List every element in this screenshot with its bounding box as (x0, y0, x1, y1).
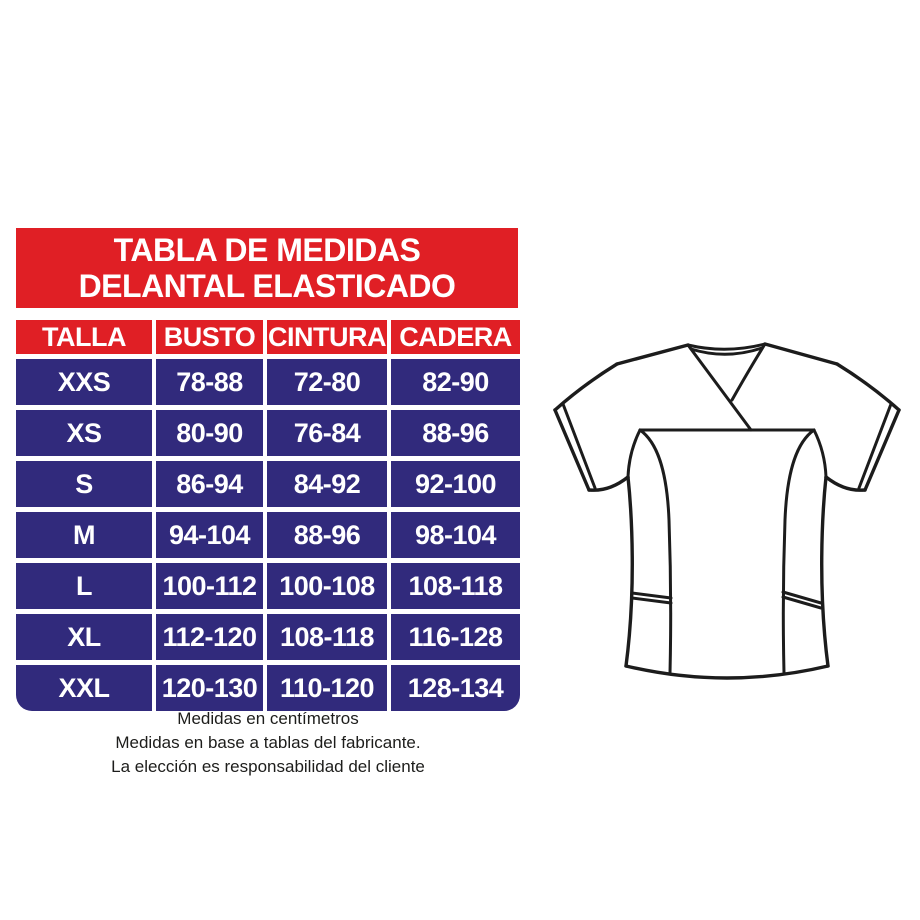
footnote-units: Medidas en centímetros (177, 709, 359, 728)
title-line-2: DELANTAL ELASTICADO (78, 268, 456, 304)
cell-size-xxl: XXL (16, 665, 152, 711)
footnote-disclaimer: La elección es responsabilidad del clien… (111, 757, 425, 776)
right-pocket-bottom-line (781, 595, 823, 610)
right-sleeve-end-edge (863, 408, 901, 492)
collar-outer-line (686, 342, 767, 351)
column-header-talla: TALLA (16, 320, 152, 354)
left-cuff-band-line (561, 402, 597, 490)
right-sleeve-outer-edge (835, 362, 901, 412)
cell-cintura-xl: 108-118 (267, 614, 387, 660)
column-header-cintura: CINTURA (267, 320, 387, 354)
cell-cadera-s: 92-100 (391, 461, 520, 507)
column-header-busto: BUSTO (156, 320, 263, 354)
right-side-seam (820, 475, 830, 668)
cell-cadera-xl: 116-128 (391, 614, 520, 660)
right-cuff-band-line (857, 402, 893, 490)
cell-size-xxs: XXS (16, 359, 152, 405)
left-pocket-bottom-line (630, 596, 673, 605)
left-side-seam (624, 475, 634, 668)
column-header-cadera: CADERA (391, 320, 520, 354)
right-princess-seam (781, 428, 816, 675)
cell-cintura-xxs: 72-80 (267, 359, 387, 405)
cell-busto-xxl: 120-130 (156, 665, 263, 711)
cell-busto-xl: 112-120 (156, 614, 263, 660)
left-princess-seam (638, 428, 673, 675)
size-table: TALLA BUSTO CINTURA CADERA XXS 78-88 72-… (16, 320, 520, 711)
cell-cadera-xs: 88-96 (391, 410, 520, 456)
cell-size-xl: XL (16, 614, 152, 660)
left-armhole-seam (626, 428, 642, 479)
right-lapel-line (730, 342, 767, 402)
hem-curve (624, 664, 830, 680)
cell-cintura-s: 84-92 (267, 461, 387, 507)
cell-size-m: M (16, 512, 152, 558)
cell-size-l: L (16, 563, 152, 609)
right-shoulder-line (763, 342, 839, 366)
left-shoulder-line (615, 343, 690, 366)
chart-title-banner: TABLA DE MEDIDAS DELANTAL ELASTICADO (16, 228, 518, 308)
title-line-1: TABLA DE MEDIDAS (113, 232, 421, 268)
cell-cadera-xxl: 128-134 (391, 665, 520, 711)
scrub-top-illustration (553, 342, 901, 680)
left-sleeve-end-edge (553, 408, 591, 492)
cell-cintura-m: 88-96 (267, 512, 387, 558)
footnote-source: Medidas en base a tablas del fabricante. (115, 733, 421, 752)
right-pocket-top-line (781, 590, 823, 605)
cell-busto-xs: 80-90 (156, 410, 263, 456)
cell-busto-xxs: 78-88 (156, 359, 263, 405)
left-pocket-top-line (630, 591, 673, 600)
collar-inner-line (689, 346, 764, 356)
left-underarm-edge (587, 475, 630, 492)
cell-cadera-m: 98-104 (391, 512, 520, 558)
cell-cadera-l: 108-118 (391, 563, 520, 609)
cell-size-xs: XS (16, 410, 152, 456)
cell-busto-m: 94-104 (156, 512, 263, 558)
left-sleeve-outer-edge (553, 362, 619, 412)
cell-cintura-xs: 76-84 (267, 410, 387, 456)
cell-busto-s: 86-94 (156, 461, 263, 507)
right-underarm-edge (824, 475, 867, 492)
left-lapel-line (686, 343, 753, 432)
right-armhole-seam (812, 428, 828, 479)
cell-cadera-xxs: 82-90 (391, 359, 520, 405)
cell-cintura-l: 100-108 (267, 563, 387, 609)
footnotes: Medidas en centímetros Medidas en base a… (16, 707, 520, 779)
cell-cintura-xxl: 110-120 (267, 665, 387, 711)
cell-busto-l: 100-112 (156, 563, 263, 609)
cell-size-s: S (16, 461, 152, 507)
